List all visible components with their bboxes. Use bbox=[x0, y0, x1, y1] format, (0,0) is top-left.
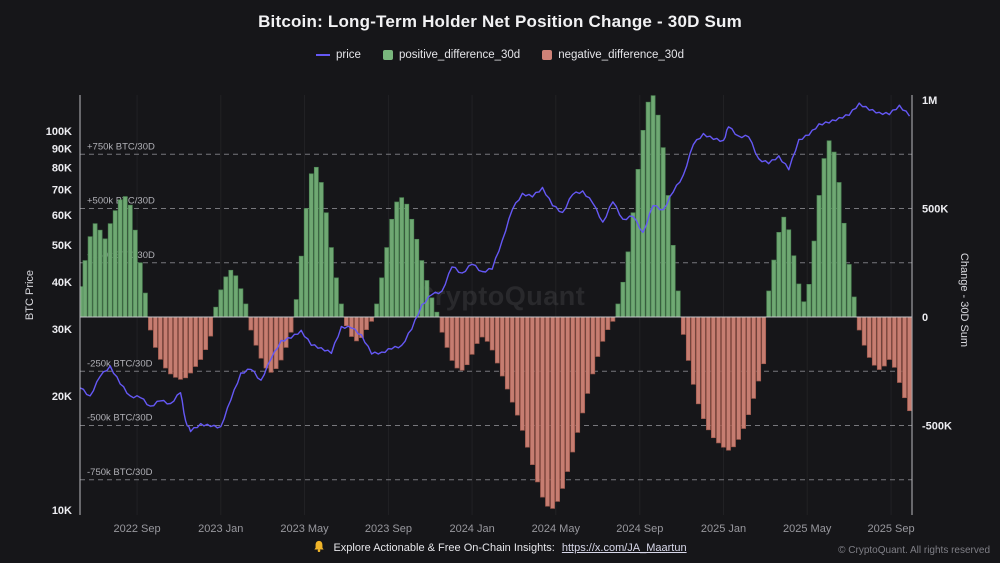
svg-text:2023 Sep: 2023 Sep bbox=[365, 523, 412, 535]
left-axis-title: BTC Price bbox=[24, 269, 36, 321]
net-change-bars bbox=[80, 95, 912, 509]
bell-icon bbox=[313, 540, 325, 556]
svg-text:2024 Jan: 2024 Jan bbox=[449, 523, 494, 535]
svg-text:0: 0 bbox=[922, 312, 928, 324]
legend-label-positive: positive_difference_30d bbox=[398, 49, 521, 61]
svg-text:80K: 80K bbox=[52, 163, 72, 175]
svg-text:2023 Jan: 2023 Jan bbox=[198, 523, 243, 535]
svg-text:50K: 50K bbox=[52, 240, 72, 252]
svg-text:70K: 70K bbox=[52, 185, 72, 197]
price-line bbox=[79, 102, 911, 433]
svg-text:30K: 30K bbox=[52, 324, 72, 336]
footer-link[interactable]: https://x.com/JA_Maartun bbox=[561, 542, 687, 554]
svg-text:100K: 100K bbox=[46, 126, 72, 138]
svg-text:2025 Jan: 2025 Jan bbox=[701, 523, 746, 535]
legend-item-negative[interactable]: negative_difference_30d bbox=[542, 49, 684, 61]
svg-text:-500k BTC/30D: -500k BTC/30D bbox=[87, 413, 153, 424]
footer-note: Explore Actionable & Free On-Chain Insig… bbox=[0, 540, 1000, 556]
svg-text:-750k BTC/30D: -750k BTC/30D bbox=[87, 467, 153, 478]
legend-label-price: price bbox=[336, 49, 361, 61]
price-line-swatch bbox=[316, 54, 330, 56]
legend: price positive_difference_30d negative_d… bbox=[0, 49, 1000, 61]
svg-text:500K: 500K bbox=[922, 204, 948, 216]
svg-text:40K: 40K bbox=[52, 277, 72, 289]
svg-text:2024 May: 2024 May bbox=[532, 523, 581, 535]
axis-spines bbox=[79, 95, 913, 515]
svg-text:2023 May: 2023 May bbox=[280, 523, 329, 535]
svg-text:60K: 60K bbox=[52, 210, 72, 222]
right-axis-title: Change - 30D Sum bbox=[958, 252, 970, 348]
chart-title: Bitcoin: Long-Term Holder Net Position C… bbox=[258, 12, 742, 31]
svg-text:10K: 10K bbox=[52, 505, 72, 517]
svg-text:+750k BTC/30D: +750k BTC/30D bbox=[87, 141, 155, 152]
svg-text:2024 Sep: 2024 Sep bbox=[616, 523, 663, 535]
svg-text:90K: 90K bbox=[52, 143, 72, 155]
legend-label-negative: negative_difference_30d bbox=[558, 49, 684, 61]
footer-text: Explore Actionable & Free On-Chain Insig… bbox=[333, 542, 555, 554]
svg-text:1M: 1M bbox=[922, 95, 937, 107]
watermark: CryptoQuant bbox=[414, 281, 586, 311]
legend-item-price[interactable]: price bbox=[316, 49, 361, 61]
copyright: © CryptoQuant. All rights reserved bbox=[838, 545, 990, 556]
svg-text:20K: 20K bbox=[52, 391, 72, 403]
svg-text:-500K: -500K bbox=[922, 421, 952, 433]
svg-text:-250k BTC/30D: -250k BTC/30D bbox=[87, 358, 153, 369]
positive-swatch bbox=[382, 50, 393, 60]
svg-text:2022 Sep: 2022 Sep bbox=[114, 523, 161, 535]
negative-swatch bbox=[542, 50, 553, 60]
legend-item-positive[interactable]: positive_difference_30d bbox=[382, 49, 521, 61]
axis-tick-labels: 100K 90K 80K 70K 60K 50K 40K 30K 20K 10K 1M 500K 0 -5… bbox=[46, 95, 952, 535]
svg-text:2025 Sep: 2025 Sep bbox=[868, 523, 915, 535]
svg-text:2025 May: 2025 May bbox=[783, 523, 832, 535]
